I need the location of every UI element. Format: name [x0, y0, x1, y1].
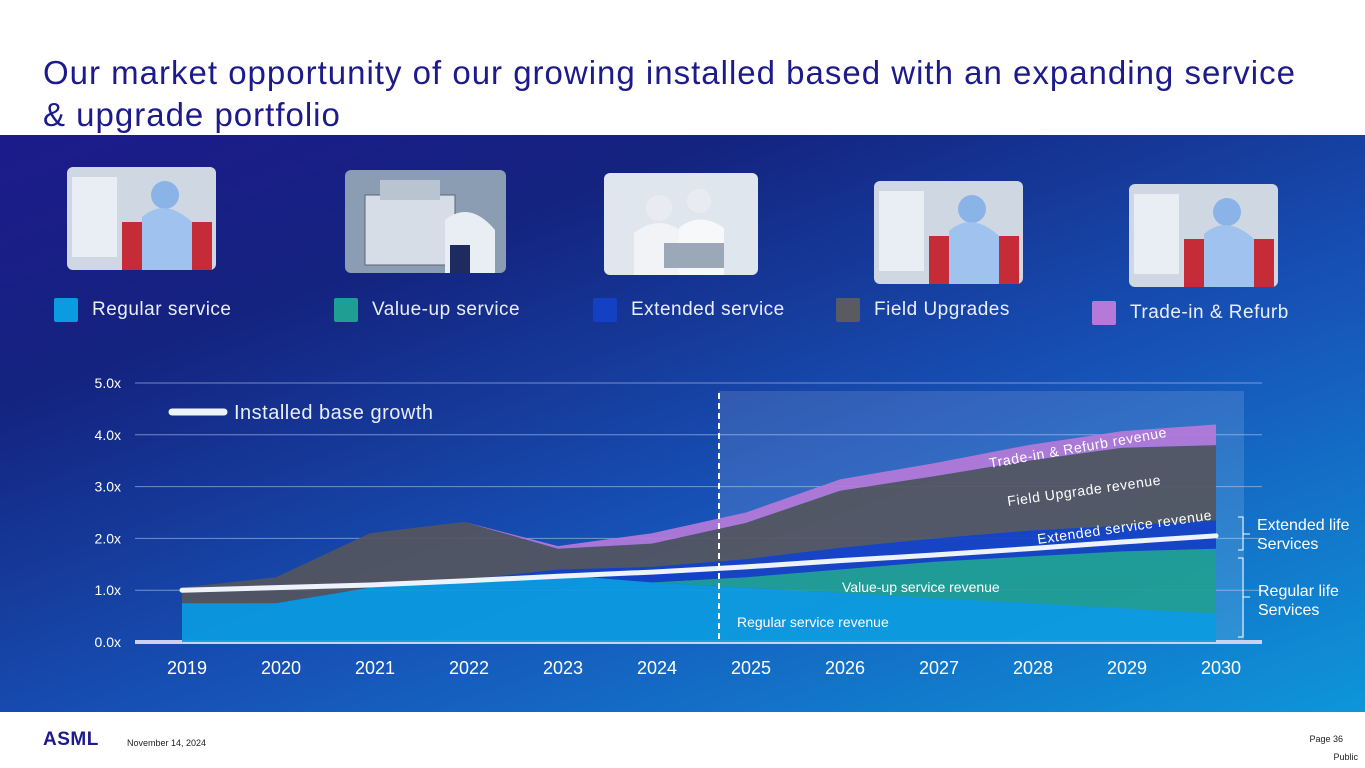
area-field-upgrade-revenue	[182, 445, 1216, 604]
x-tick-label: 2020	[261, 658, 301, 678]
x-tick-label: 2023	[543, 658, 583, 678]
legend-label: Extended service	[631, 299, 785, 320]
x-tick-label: 2024	[637, 658, 677, 678]
installed-base-legend-label: Installed base growth	[234, 402, 434, 424]
machine-photo-icon	[345, 170, 506, 273]
legend-item-trade-in-refurb: Trade-in & Refurb	[1092, 300, 1289, 326]
legend-item-value-up-service: Value-up service	[334, 297, 520, 323]
y-tick-label: 0.0x	[95, 634, 121, 650]
legend-item-field-upgrades: Field Upgrades	[836, 297, 1010, 323]
bracket-regular-life	[1238, 557, 1250, 638]
x-tick-label: 2019	[167, 658, 207, 678]
footer-classification: Public	[1333, 752, 1358, 762]
x-tick-label: 2022	[449, 658, 489, 678]
legend-swatch	[1092, 301, 1116, 325]
legend-label: Field Upgrades	[874, 299, 1010, 320]
legend-swatch	[836, 298, 860, 322]
bracket-label: Extended life Services	[1257, 517, 1350, 553]
x-tick-label: 2027	[919, 658, 959, 678]
legend-swatch	[593, 298, 617, 322]
engineers-photo-icon	[604, 173, 758, 275]
legend-swatch	[54, 298, 78, 322]
installed-base-line	[179, 533, 1219, 593]
technician-photo-icon	[874, 181, 1023, 284]
legend-item-extended-service: Extended service	[593, 297, 785, 323]
area-value-up-service-revenue	[182, 548, 1216, 614]
technician-photo-icon	[67, 167, 216, 270]
legend-swatch	[334, 298, 358, 322]
footer-date: November 14, 2024	[127, 738, 207, 748]
legend-label: Regular service	[92, 299, 232, 320]
legend-item-regular-service: Regular service	[54, 297, 232, 323]
y-tick-label: 2.0x	[95, 530, 121, 546]
x-tick-label: 2029	[1107, 658, 1147, 678]
area-trade-in-refurb-revenue	[182, 424, 1216, 588]
bracket-extended-life	[1238, 516, 1250, 551]
x-tick-label: 2030	[1201, 658, 1241, 678]
asml-logo: ASML	[43, 729, 105, 752]
annotation-label: Value-up service revenue	[842, 579, 1000, 595]
footer-page: Page 36	[1309, 734, 1343, 744]
y-tick-label: 1.0x	[95, 582, 121, 598]
page-title: Our market opportunity of our growing in…	[43, 54, 1296, 133]
x-tick-label: 2021	[355, 658, 395, 678]
x-tick-label: 2026	[825, 658, 865, 678]
legend-label: Trade-in & Refurb	[1130, 302, 1289, 323]
area-regular-service-revenue	[182, 574, 1216, 642]
legend-label: Value-up service	[372, 299, 521, 320]
y-tick-label: 4.0x	[95, 427, 121, 443]
technician-photo-icon	[1129, 184, 1278, 287]
y-tick-label: 3.0x	[95, 479, 121, 495]
x-tick-label: 2025	[731, 658, 771, 678]
bracket-label: Regular life Services	[1258, 583, 1339, 619]
x-tick-label: 2028	[1013, 658, 1053, 678]
annotation-label: Regular service revenue	[737, 614, 889, 630]
y-tick-label: 5.0x	[95, 375, 121, 391]
svg-text:ASML: ASML	[43, 729, 99, 747]
